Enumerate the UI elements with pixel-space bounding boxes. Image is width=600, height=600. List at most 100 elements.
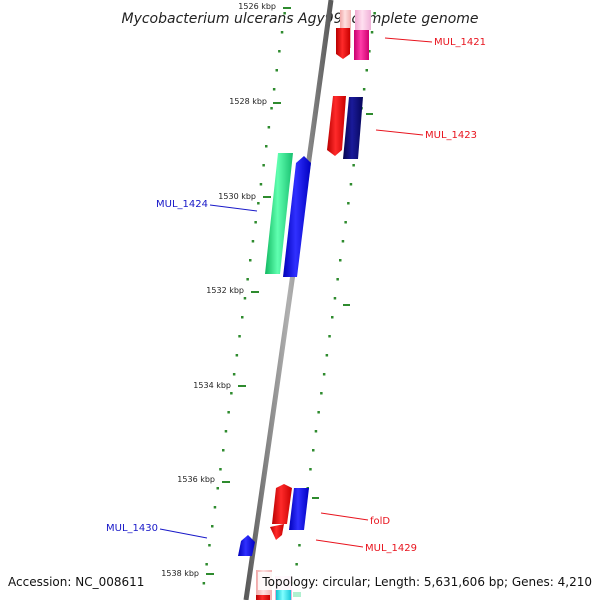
tick-dot	[320, 392, 323, 395]
tick-1526: 1526 kbp	[238, 2, 291, 11]
right-track-mark	[366, 113, 373, 115]
map-title: Mycobacterium ulcerans Agy99, complete g…	[121, 11, 478, 27]
footer-right-bg	[258, 572, 600, 590]
tick-dot	[344, 221, 347, 224]
label-text-mul-1430[interactable]: MUL_1430	[106, 523, 158, 534]
label-text-mul-1429[interactable]: MUL_1429	[365, 543, 417, 554]
tick-dot	[280, 31, 284, 34]
label-fold[interactable]: folD	[320, 512, 390, 527]
tick-dot	[368, 50, 371, 53]
tick-dot	[267, 126, 271, 129]
tick-dot	[246, 278, 249, 281]
label-mul-1430[interactable]: MUL_1430	[106, 523, 208, 539]
label-mul-1429[interactable]: MUL_1429	[315, 539, 417, 554]
gene-mul-1423[interactable]	[327, 96, 346, 156]
label-text-mul-1423[interactable]: MUL_1423	[425, 130, 477, 141]
tick-dot	[235, 354, 239, 357]
tick-1530: 1530 kbp	[218, 192, 271, 201]
tick-dot	[241, 316, 244, 319]
tick-label-1538: 1538 kbp	[161, 569, 199, 578]
tick-1536: 1536 kbp	[177, 475, 230, 484]
tick-dot	[208, 544, 211, 547]
label-mul-1424[interactable]: MUL_1424	[156, 199, 258, 212]
tick-label-1530: 1530 kbp	[218, 192, 256, 201]
tick-dot	[230, 392, 233, 395]
tick-dot	[317, 411, 320, 414]
tick-dot	[254, 221, 257, 224]
tick-dot	[227, 411, 230, 414]
tick-dot	[205, 563, 208, 566]
tick-dot	[333, 297, 337, 300]
tick-dot	[272, 88, 276, 91]
tick-dot	[331, 316, 334, 319]
tick-dot	[251, 240, 255, 243]
tick-dot	[373, 12, 376, 15]
gene-mul-1421[interactable]	[336, 10, 351, 59]
tick-dot	[222, 449, 225, 452]
tick-dot	[265, 145, 268, 148]
label-text-fold[interactable]: folD	[370, 516, 390, 527]
tick-dot	[298, 544, 301, 547]
tick-dot	[314, 430, 318, 433]
gene-mul-1424[interactable]	[265, 153, 293, 274]
accession-text: Accession: NC_008611	[8, 575, 144, 589]
tick-dot	[216, 487, 219, 490]
genome-backbone	[243, 0, 334, 600]
tick-label-1534: 1534 kbp	[193, 381, 231, 390]
tick-dot	[211, 525, 214, 528]
genome-summary-text: Topology: circular; Length: 5,631,606 bp…	[261, 575, 592, 589]
tick-dot	[213, 506, 217, 509]
tick-dot	[249, 259, 252, 262]
gene-fold[interactable]	[270, 484, 292, 540]
tick-dot	[275, 69, 278, 72]
tick-dot	[347, 202, 350, 205]
gene-mul-1421-partner[interactable]	[354, 10, 371, 60]
tick-dot-tracks	[202, 12, 376, 585]
tick-dot	[370, 31, 374, 34]
label-text-mul-1421[interactable]: MUL_1421	[434, 37, 486, 48]
tick-dot	[309, 468, 312, 471]
tick-dot	[278, 50, 281, 53]
tick-dot	[349, 183, 353, 186]
tick-dot	[232, 373, 236, 376]
tick-label-1536: 1536 kbp	[177, 475, 215, 484]
tick-dot	[362, 88, 366, 91]
tick-1538: 1538 kbp	[161, 569, 214, 578]
tick-dot	[295, 563, 298, 566]
tick-label-1526: 1526 kbp	[238, 2, 276, 11]
footer-left-bg	[0, 572, 150, 590]
tick-dot	[328, 335, 331, 338]
right-track-mark	[343, 304, 350, 306]
tick-dot	[202, 582, 206, 585]
tick-dot	[325, 354, 329, 357]
tick-dot	[312, 449, 315, 452]
label-text-mul-1424[interactable]: MUL_1424	[156, 199, 208, 210]
tick-dot	[259, 183, 263, 186]
tick-dot	[365, 69, 368, 72]
tick-dot	[283, 12, 286, 15]
tick-dot	[243, 297, 247, 300]
gene-mul-1429[interactable]	[289, 488, 309, 530]
tick-dot	[224, 430, 228, 433]
tick-1534: 1534 kbp	[193, 381, 246, 390]
right-track-mark	[312, 497, 319, 499]
gene-mul-1424-partner[interactable]	[283, 156, 311, 277]
tick-label-1532: 1532 kbp	[206, 286, 244, 295]
tick-label-1528: 1528 kbp	[229, 97, 267, 106]
tick-dot	[322, 373, 326, 376]
label-mul-1423[interactable]: MUL_1423	[375, 129, 477, 141]
gene-mul-1423-partner[interactable]	[343, 97, 363, 159]
tick-1528: 1528 kbp	[229, 97, 281, 106]
label-mul-1421[interactable]: MUL_1421	[384, 37, 486, 48]
tick-dot	[219, 468, 222, 471]
tick-dot	[339, 259, 342, 262]
tick-dot	[270, 107, 273, 110]
tick-dot	[341, 240, 345, 243]
tick-dot	[257, 202, 260, 205]
tick-dot	[352, 164, 355, 167]
tick-dot	[238, 335, 241, 338]
gene-mul-1430[interactable]	[238, 535, 255, 556]
tick-1532: 1532 kbp	[206, 286, 259, 295]
tick-dot	[336, 278, 339, 281]
